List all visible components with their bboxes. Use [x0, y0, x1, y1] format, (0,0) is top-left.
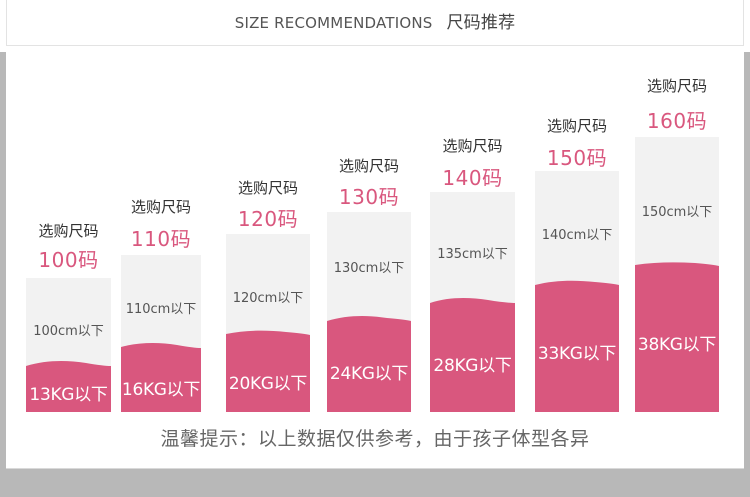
size-value: 130码 [338, 185, 400, 209]
size-value: 160码 [646, 109, 708, 133]
weight-label: 24KG以下 [329, 364, 409, 384]
weight-label: 33KG以下 [537, 344, 617, 364]
height-label: 135cm以下 [437, 247, 508, 262]
height-label: 150cm以下 [641, 205, 713, 220]
weight-label: 16KG以下 [121, 380, 201, 400]
height-label: 130cm以下 [333, 261, 405, 276]
size-column-120: 选购尺码 120码 120cm以下 20KG以下 [226, 172, 310, 412]
weight-label: 13KG以下 [29, 385, 108, 405]
size-bar [535, 171, 619, 412]
pick-size-label: 选购尺码 [38, 222, 99, 240]
size-column-160: 选购尺码 160码 150cm以下 38KG以下 [635, 73, 719, 412]
size-column-130: 选购尺码 130码 130cm以下 24KG以下 [327, 151, 411, 412]
weight-wave-fill [430, 298, 515, 412]
header-right-border [743, 0, 744, 46]
weight-wave-fill [26, 361, 111, 412]
header: SIZE RECOMMENDATIONS 尺码推荐 [0, 0, 750, 52]
size-bar [430, 192, 515, 412]
height-label: 110cm以下 [125, 302, 197, 317]
weight-wave-fill [226, 330, 310, 412]
header-divider [6, 45, 744, 46]
height-label: 100cm以下 [33, 324, 104, 339]
pick-size-label: 选购尺码 [237, 179, 298, 197]
reference-note: 温馨提示：以上数据仅供参考，由于孩子体型各异 [160, 428, 590, 450]
weight-label: 38KG以下 [637, 335, 717, 355]
pick-size-label: 选购尺码 [646, 77, 707, 95]
header-left-border [6, 0, 7, 46]
size-value: 150码 [546, 146, 608, 170]
size-bar [635, 137, 719, 412]
size-value: 120码 [237, 207, 299, 231]
size-column-140: 选购尺码 140码 135cm以下 28KG以下 [430, 133, 515, 412]
size-value: 110码 [130, 227, 192, 251]
weight-wave-fill [535, 280, 619, 412]
weight-label: 28KG以下 [433, 356, 512, 376]
size-column-110: 选购尺码 110码 110cm以下 16KG以下 [121, 192, 201, 412]
size-bar [26, 278, 111, 412]
weight-wave-fill [635, 262, 719, 412]
pick-size-label: 选购尺码 [130, 198, 191, 216]
size-bar [121, 255, 201, 412]
size-value: 100码 [38, 248, 99, 272]
size-column-100: 选购尺码 100码 100cm以下 13KG以下 [26, 215, 111, 412]
pick-size-label: 选购尺码 [442, 137, 503, 155]
height-label: 120cm以下 [232, 291, 304, 306]
title-chinese: 尺码推荐 [446, 13, 516, 33]
pick-size-label: 选购尺码 [546, 117, 607, 135]
size-column-150: 选购尺码 150码 140cm以下 33KG以下 [535, 113, 619, 412]
weight-wave-fill [121, 342, 201, 412]
size-bar [327, 212, 411, 412]
pick-size-label: 选购尺码 [338, 157, 399, 175]
weight-label: 20KG以下 [228, 374, 308, 394]
size-value: 140码 [442, 166, 503, 190]
footer-divider [6, 468, 744, 469]
page-title: SIZE RECOMMENDATIONS 尺码推荐 [0, 8, 750, 33]
size-bar [226, 234, 310, 412]
weight-wave-fill [327, 316, 411, 412]
height-label: 140cm以下 [541, 228, 613, 243]
title-english: SIZE RECOMMENDATIONS [234, 14, 433, 32]
